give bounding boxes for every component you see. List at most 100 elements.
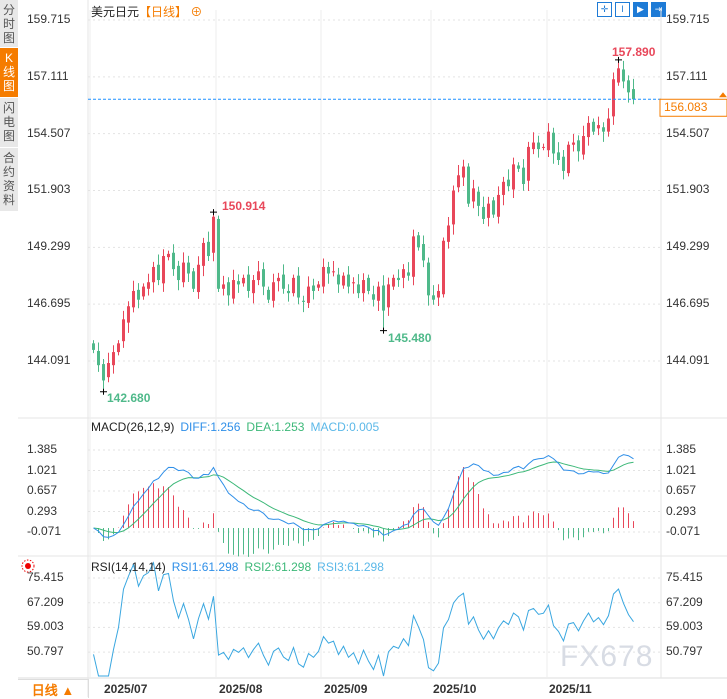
- candle-body: [437, 290, 440, 298]
- candle-body: [397, 277, 400, 281]
- candle-body: [467, 166, 470, 204]
- macd-value: MACD:0.005: [310, 420, 380, 434]
- price-tick-left: 149.299: [27, 239, 71, 254]
- candle-body: [187, 262, 190, 274]
- price-tick-right: 154.507: [666, 125, 710, 140]
- candle-body: [522, 167, 525, 185]
- tab-flash[interactable]: 闪电图: [0, 98, 18, 148]
- candle-body: [287, 290, 290, 294]
- candle-body: [182, 262, 185, 283]
- rsi-legend: RSI(14,14,14) RSI1:61.298 RSI2:61.298 RS…: [91, 560, 384, 574]
- candle-body: [312, 285, 315, 291]
- candle-body: [382, 285, 385, 311]
- candle-body: [517, 165, 520, 169]
- macd-tick-right: -0.071: [666, 524, 701, 538]
- candle-body: [232, 280, 235, 299]
- sidebar: 分时图 K线图 闪电图 合约资料: [0, 0, 18, 212]
- candle-body: [237, 281, 240, 285]
- tab-intraday[interactable]: 分时图: [0, 0, 18, 48]
- candle-body: [502, 181, 505, 195]
- extreme-marker: [210, 209, 217, 216]
- candle-body: [307, 286, 310, 303]
- candle-body: [137, 289, 140, 300]
- candle-body: [132, 290, 135, 308]
- candle-body: [92, 343, 95, 350]
- play-icon[interactable]: ▶: [633, 2, 648, 17]
- watermark: FX678: [560, 640, 654, 673]
- candle-body: [612, 79, 615, 117]
- period-button[interactable]: 日线 ▲: [18, 679, 89, 698]
- macd-tick-right: 1.021: [666, 462, 697, 477]
- candle-body: [207, 241, 210, 257]
- current-price-label: 156.083: [664, 100, 708, 115]
- candle-body: [297, 275, 300, 298]
- candle-body: [607, 118, 610, 132]
- candle-body: [392, 277, 395, 287]
- candle-body: [592, 121, 595, 132]
- tab-kline[interactable]: K线图: [0, 48, 18, 98]
- candle-body: [507, 179, 510, 187]
- goto-end-icon[interactable]: ⇥: [651, 2, 666, 17]
- macd-tick-left: 1.021: [27, 462, 58, 477]
- candle-body: [227, 282, 230, 296]
- candle-body: [117, 343, 120, 353]
- macd-tick-left: 0.657: [27, 483, 58, 497]
- macd-diff: DIFF:1.256: [180, 420, 241, 434]
- price-tick-right: 151.903: [666, 182, 710, 197]
- price-tick-left: 157.111: [27, 68, 69, 83]
- price-tick-right: 149.299: [666, 239, 710, 254]
- price-tick-left: 144.091: [27, 352, 71, 367]
- candle-body: [587, 122, 590, 138]
- candle-body: [362, 280, 365, 294]
- candle-body: [342, 275, 345, 286]
- extreme-marker: [615, 56, 622, 63]
- fit-icon[interactable]: I: [615, 2, 630, 17]
- rsi-tick-right: 67.209: [666, 594, 703, 609]
- high-label: 150.914: [222, 199, 266, 213]
- candle-body: [352, 282, 355, 284]
- candle-body: [487, 203, 490, 218]
- candle-body: [277, 277, 280, 282]
- candle-body: [572, 142, 575, 145]
- chart-title: 美元日元【日线】 ⊕: [91, 3, 202, 20]
- candle-body: [632, 89, 635, 100]
- high-label: 157.890: [612, 45, 656, 59]
- candle-body: [447, 225, 450, 242]
- candle-body: [327, 266, 330, 274]
- candle-body: [322, 266, 325, 287]
- candle-body: [532, 142, 535, 150]
- settings-icon: [25, 563, 31, 569]
- candle-body: [122, 319, 125, 342]
- candle-body: [302, 300, 305, 302]
- diff-line: [93, 454, 634, 538]
- candle-body: [542, 146, 545, 148]
- price-tick-right: 146.695: [666, 296, 710, 311]
- macd-dea: DEA:1.253: [246, 420, 305, 434]
- plus-circle-icon[interactable]: ⊕: [190, 5, 203, 19]
- candle-body: [432, 295, 435, 300]
- tab-contract-info[interactable]: 合约资料: [0, 148, 18, 212]
- candle-body: [427, 262, 430, 296]
- candle-body: [282, 274, 285, 289]
- macd-tick-right: 0.293: [666, 503, 697, 518]
- candle-body: [107, 362, 110, 378]
- candle-body: [477, 191, 480, 206]
- current-price-box: [659, 98, 727, 117]
- candle-body: [622, 69, 625, 82]
- candle-body: [147, 282, 150, 289]
- candle-body: [112, 352, 115, 366]
- candle-body: [222, 284, 225, 289]
- candle-body: [597, 125, 600, 129]
- candle-body: [242, 277, 245, 284]
- dea-line: [93, 461, 634, 533]
- candle-body: [497, 194, 500, 217]
- crosshair-icon[interactable]: ✛: [597, 2, 612, 17]
- candle-body: [197, 264, 200, 293]
- candle-body: [627, 80, 630, 93]
- candle-body: [142, 286, 145, 297]
- candle-body: [332, 271, 335, 273]
- x-axis-label: 2025/11: [549, 682, 592, 696]
- rsi-tick-right: 59.003: [666, 619, 703, 634]
- up-arrow-icon: [719, 92, 727, 98]
